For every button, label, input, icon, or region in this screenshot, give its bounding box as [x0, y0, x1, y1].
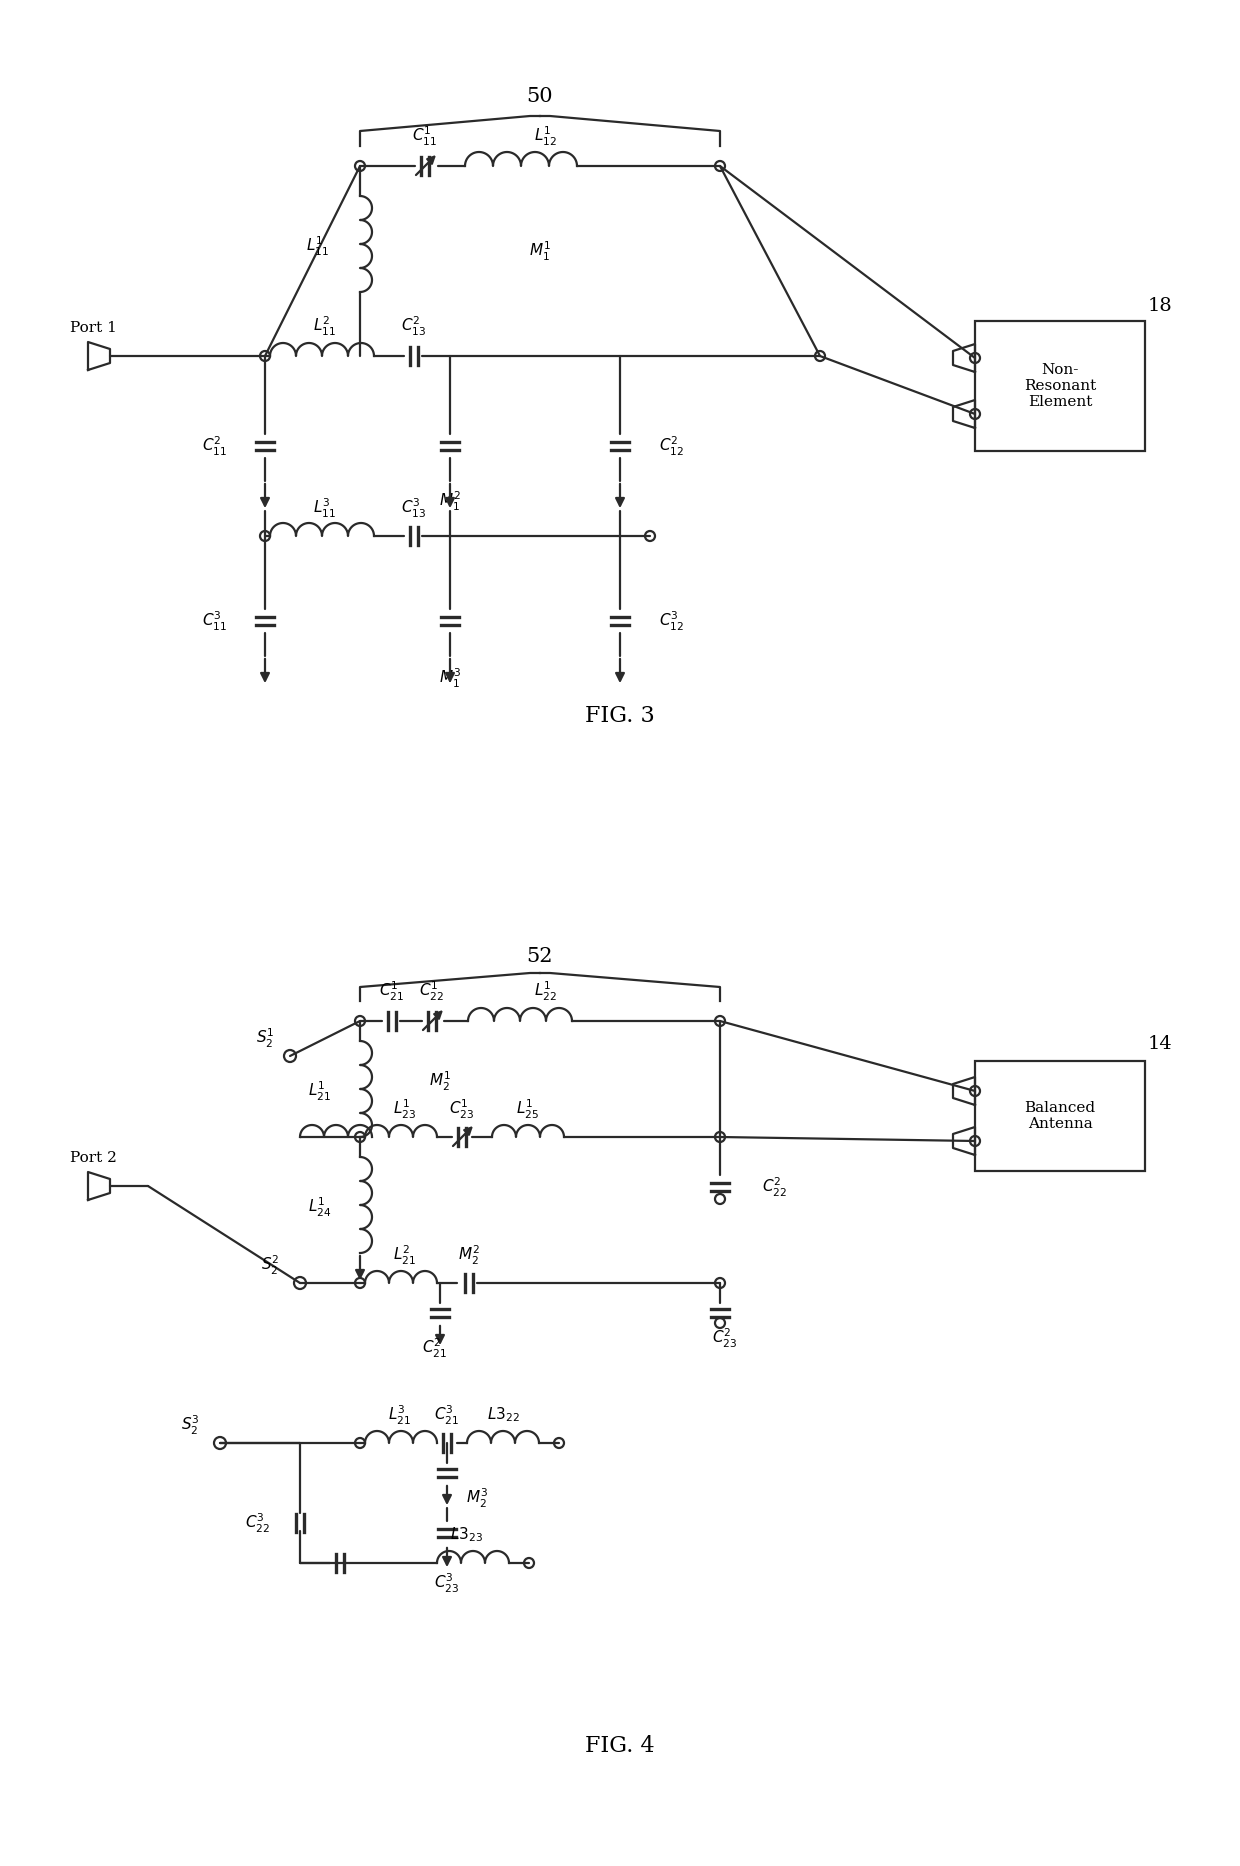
Text: FIG. 3: FIG. 3	[585, 705, 655, 728]
Text: $S^1_2$: $S^1_2$	[255, 1026, 274, 1049]
Text: $C^3_{22}$: $C^3_{22}$	[246, 1511, 270, 1534]
Text: Balanced: Balanced	[1024, 1101, 1096, 1116]
Text: $L^1_{23}$: $L^1_{23}$	[393, 1097, 417, 1121]
Text: $L^2_{21}$: $L^2_{21}$	[393, 1243, 417, 1267]
Text: $S^3_2$: $S^3_2$	[181, 1413, 200, 1437]
Text: $L^1_{12}$: $L^1_{12}$	[533, 125, 557, 147]
Text: $L^1_{22}$: $L^1_{22}$	[533, 980, 557, 1002]
Text: $C^2_{22}$: $C^2_{22}$	[763, 1176, 787, 1198]
Text: $M^1_2$: $M^1_2$	[429, 1069, 451, 1093]
Text: $C^2_{11}$: $C^2_{11}$	[202, 435, 228, 457]
Text: Antenna: Antenna	[1028, 1118, 1092, 1131]
Text: $C^3_{11}$: $C^3_{11}$	[202, 610, 228, 633]
Text: $C^2_{13}$: $C^2_{13}$	[402, 313, 427, 338]
Text: $L3_{23}$: $L3_{23}$	[450, 1526, 484, 1545]
Text: $C^2_{12}$: $C^2_{12}$	[660, 435, 684, 457]
Text: Non-: Non-	[1042, 364, 1079, 377]
Text: 50: 50	[527, 86, 553, 106]
Text: $M^3_1$: $M^3_1$	[439, 666, 461, 690]
Text: $L^2_{11}$: $L^2_{11}$	[314, 313, 336, 338]
Text: Element: Element	[1028, 396, 1092, 409]
Text: $L^1_{24}$: $L^1_{24}$	[309, 1196, 331, 1218]
Text: 52: 52	[527, 946, 553, 965]
Text: 18: 18	[1148, 297, 1172, 315]
Text: $C^3_{23}$: $C^3_{23}$	[434, 1571, 460, 1595]
Text: $M^3_2$: $M^3_2$	[466, 1487, 489, 1510]
Text: Port 2: Port 2	[69, 1151, 117, 1164]
Text: Port 1: Port 1	[69, 321, 117, 336]
Bar	[975, 321, 1145, 452]
Text: $C^1_{21}$: $C^1_{21}$	[379, 980, 404, 1002]
Text: $S^2_2$: $S^2_2$	[260, 1254, 279, 1276]
Text: 14: 14	[1148, 1036, 1172, 1052]
Text: Resonant: Resonant	[1024, 379, 1096, 394]
Text: $L3_{22}$: $L3_{22}$	[486, 1405, 520, 1424]
Text: $M^2_2$: $M^2_2$	[458, 1243, 480, 1267]
Text: $M^1_1$: $M^1_1$	[529, 239, 551, 263]
Text: $L^1_{11}$: $L^1_{11}$	[306, 235, 330, 258]
Text: $C^3_{12}$: $C^3_{12}$	[660, 610, 684, 633]
Bar	[975, 1062, 1145, 1172]
Text: $C^2_{23}$: $C^2_{23}$	[712, 1327, 738, 1349]
Text: $C^1_{23}$: $C^1_{23}$	[449, 1097, 475, 1121]
Text: $C^1_{22}$: $C^1_{22}$	[419, 980, 445, 1002]
Text: $L^1_{21}$: $L^1_{21}$	[309, 1079, 331, 1103]
Text: $M^2_1$: $M^2_1$	[439, 489, 461, 513]
Text: $C^3_{21}$: $C^3_{21}$	[434, 1403, 460, 1427]
Text: $C^2_{21}$: $C^2_{21}$	[423, 1336, 448, 1360]
Text: $L^3_{21}$: $L^3_{21}$	[388, 1403, 412, 1427]
Text: FIG. 4: FIG. 4	[585, 1735, 655, 1758]
Text: $C^1_{11}$: $C^1_{11}$	[413, 125, 438, 147]
Text: $L^1_{25}$: $L^1_{25}$	[517, 1097, 539, 1121]
Text: $L^3_{11}$: $L^3_{11}$	[314, 496, 336, 519]
Text: $C^3_{13}$: $C^3_{13}$	[402, 496, 427, 519]
